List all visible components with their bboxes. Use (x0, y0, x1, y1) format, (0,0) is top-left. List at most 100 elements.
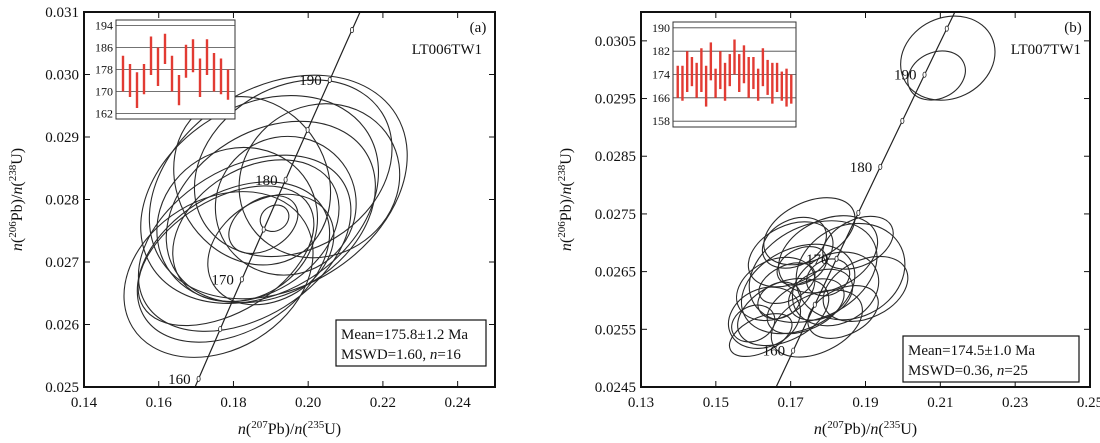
y-tick-label: 0.0265 (595, 265, 636, 281)
inset-age-bar (685, 51, 689, 92)
summary-mswd: MSWD=1.60, n=16 (341, 347, 461, 363)
y-tick-label: 0.031 (45, 5, 79, 21)
sample-name: LT006TW1 (412, 42, 482, 58)
age-marker (305, 126, 310, 133)
error-ellipse (165, 120, 376, 304)
error-ellipse (805, 258, 851, 297)
inset-age-bar (156, 47, 160, 86)
age-marker (770, 394, 773, 399)
inset-age-bar (205, 39, 209, 75)
x-tick-label: 0.17 (778, 395, 805, 411)
inset-tick-label: 178 (95, 63, 113, 77)
age-marker (922, 71, 927, 78)
inset-tick-label: 182 (652, 44, 670, 58)
error-ellipse (228, 195, 299, 254)
plot-area (727, 12, 996, 399)
error-ellipse (900, 15, 996, 101)
inset-age-bar (775, 62, 779, 92)
error-ellipse (807, 285, 879, 339)
inset-age-bar (785, 68, 788, 107)
inset-age-bar (198, 58, 202, 97)
inset-age-bar (756, 68, 760, 101)
inset-age-bar (704, 65, 708, 107)
inset-tick-label: 174 (652, 68, 670, 82)
inset-age-bar (780, 71, 784, 101)
inset-age-bar (177, 75, 181, 106)
age-marker (349, 27, 354, 34)
inset-tick-label: 194 (95, 19, 113, 33)
x-tick-label: 0.19 (852, 395, 878, 411)
inset-tick-label: 170 (95, 85, 113, 99)
x-tick-label: 0.14 (71, 395, 98, 411)
error-ellipse (748, 220, 878, 324)
panel-b: 1601701801902002102202300.02450.02550.02… (556, 11, 1100, 438)
age-marker (176, 426, 179, 431)
inset-age-bar (709, 42, 713, 81)
error-ellipse (778, 215, 879, 294)
error-ellipse (137, 185, 315, 327)
inset-age-bar (212, 53, 216, 92)
inset-age-bar (728, 54, 731, 87)
error-ellipse (770, 289, 863, 358)
age-inset: 194 186 178 170 162 (95, 19, 236, 121)
inset-age-bar (149, 36, 153, 75)
inset-age-bar (790, 74, 793, 104)
y-tick-label: 0.025 (45, 380, 79, 396)
y-axis-label: n(206Pb)/n(238U) (556, 148, 575, 251)
concordia-age-label: 160 (763, 344, 786, 360)
inset-age-bar (121, 55, 125, 92)
error-ellipse (822, 215, 894, 270)
summary-mean: Mean=174.5±1.0 Ma (908, 343, 1035, 359)
inset-tick-label: 166 (652, 91, 670, 105)
age-marker (196, 375, 201, 382)
y-axis-label: n(206Pb)/n(238U) (7, 148, 26, 251)
error-ellipse (731, 304, 776, 343)
panel-label: (b) (1064, 20, 1082, 36)
inset-age-bar (676, 65, 679, 98)
inset-age-bar (219, 58, 223, 95)
inset-tick-label: 190 (652, 21, 670, 35)
y-tick-label: 0.0285 (595, 149, 636, 165)
summary-mswd: MSWD=0.36, n=25 (908, 363, 1028, 379)
error-ellipse (136, 181, 331, 343)
age-marker (791, 347, 796, 354)
concordia-age-label: 180 (850, 160, 873, 176)
y-tick-label: 0.027 (45, 255, 79, 271)
x-tick-label: 0.23 (1002, 395, 1028, 411)
error-ellipse (123, 191, 314, 358)
inset-age-bar (766, 59, 769, 95)
inset-tick-label: 186 (95, 41, 113, 55)
y-tick-label: 0.0295 (595, 92, 636, 108)
error-ellipse (761, 216, 827, 269)
age-marker (856, 209, 861, 216)
error-ellipse (137, 154, 352, 332)
age-marker (944, 25, 949, 32)
panel-a: 160 170 180 190 0.025 0.026 0.027 0.028 0.029 0.0… (7, 5, 496, 438)
summary-box (335, 319, 487, 367)
x-tick-label: 0.16 (146, 395, 173, 411)
error-ellipse (728, 313, 793, 358)
inset-age-bar (771, 62, 774, 104)
y-tick-label: 0.028 (45, 193, 79, 209)
inset-age-bar (690, 57, 694, 87)
concordia-age-label: 170 (806, 252, 829, 268)
concordia-age-label: 190 (894, 68, 917, 84)
inset-age-bar (723, 62, 727, 101)
age-marker (812, 301, 817, 308)
age-marker (218, 326, 223, 333)
error-ellipse (238, 103, 401, 259)
error-ellipse (763, 197, 856, 266)
error-ellipse (795, 222, 906, 321)
x-tick-label: 0.18 (220, 395, 246, 411)
y-tick-label: 0.0245 (595, 380, 636, 396)
error-ellipse (172, 159, 340, 303)
x-axis-label: n(207Pb)/n(235U) (238, 419, 341, 438)
age-marker (239, 276, 244, 283)
inset-age-bar (170, 55, 174, 92)
x-tick-label: 0.24 (445, 395, 472, 411)
inset-age-bar (714, 68, 717, 98)
inset-age-bar (128, 64, 132, 97)
x-tick-label: 0.13 (628, 395, 654, 411)
error-ellipse (727, 286, 801, 349)
